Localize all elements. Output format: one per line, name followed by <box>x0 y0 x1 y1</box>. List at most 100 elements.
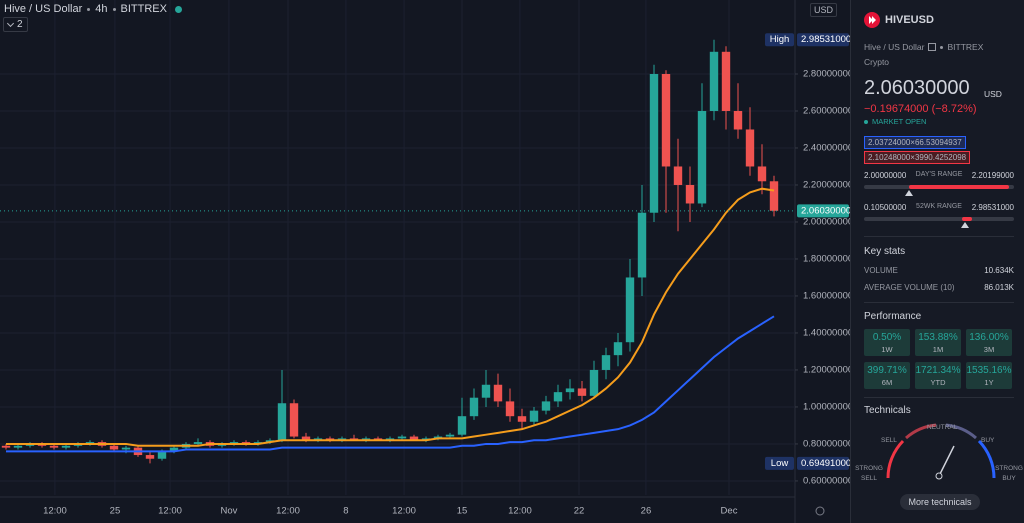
y-tick-label: 1.40000000 <box>803 327 850 338</box>
price-tags: 2.98531000 High 0.69491000 Low 2.06030000 <box>0 33 850 470</box>
price-tag-title: Low <box>771 458 789 469</box>
more-technicals-button[interactable]: More technicals <box>900 494 980 510</box>
chevron <box>6 19 15 27</box>
x-tick-label: 12:00 <box>392 506 416 517</box>
currency: USD <box>984 89 1002 99</box>
candle-body <box>613 342 623 356</box>
candle-body <box>61 445 71 448</box>
y-tick-label: 2.00000000 <box>803 216 850 227</box>
range-marker <box>905 190 913 196</box>
candle-body <box>277 403 287 441</box>
y-tick-label: 1.00000000 <box>803 401 850 412</box>
candle-body <box>517 416 527 422</box>
settings-icon[interactable] <box>815 506 825 516</box>
symbol-logo <box>864 12 880 28</box>
candle-body <box>169 447 179 452</box>
x-tick-label: Dec <box>721 506 738 517</box>
bid: 2.03724000×66.53094937 <box>864 136 966 149</box>
candle-body <box>529 410 539 422</box>
tile-period: YTD <box>930 378 946 387</box>
price-tag-label: 0.69491000 <box>801 458 850 469</box>
candle-body <box>49 445 59 448</box>
candle-body <box>397 436 407 439</box>
candle-body <box>637 212 647 278</box>
section-title: Performance <box>864 311 922 322</box>
candle-body <box>457 416 467 435</box>
section-title: Key stats <box>864 246 906 257</box>
week52-range-bar <box>864 217 1014 221</box>
tile-value: 1535.16% <box>966 365 1012 376</box>
gauge-arc <box>945 423 977 440</box>
y-tick-label: 0.80000000 <box>803 438 850 449</box>
market-status: MARKET OPEN <box>864 117 926 126</box>
axis-currency[interactable]: USD <box>810 3 838 17</box>
price-tag <box>797 33 849 47</box>
tile-value: 399.71% <box>867 365 907 376</box>
candle-body <box>109 445 119 450</box>
candle-body <box>685 184 695 204</box>
candle-body <box>145 455 155 459</box>
chart: 0.60000000 0.80000000 1.00000000 1.20000000… <box>0 0 850 523</box>
separator <box>87 7 91 11</box>
status: MARKET OPEN <box>872 117 927 126</box>
candle-body <box>733 110 743 130</box>
range-low: 0.10500000 <box>864 203 907 212</box>
candle-body <box>661 73 671 167</box>
stat-row: AVERAGE VOLUME (10) 86.013K <box>864 283 1014 292</box>
days-range-bar <box>864 185 1014 189</box>
candle-body <box>541 401 551 411</box>
gauge-arc <box>905 423 937 440</box>
x-tick-label: 15 <box>457 506 468 517</box>
candle-body <box>625 277 635 343</box>
price-tag-title-bg <box>765 33 794 47</box>
y-tick-label: 2.80000000 <box>803 69 850 80</box>
stat-value: 10.634K <box>984 266 1014 275</box>
gauge-pivot <box>935 472 943 480</box>
performance-tile: 136.00% 3M <box>966 329 1012 356</box>
price-tag-title: High <box>770 34 790 45</box>
plot <box>1 39 779 464</box>
indicator-count: 2 <box>17 19 23 30</box>
performance-tile: 153.88% 1M <box>915 329 961 356</box>
x-tick-label: Nov <box>221 506 238 517</box>
moving-average <box>6 315 775 453</box>
days-range: 2.00000000 DAY'S RANGE 2.20199000 <box>864 171 1014 180</box>
range-title: 52WK RANGE <box>916 203 962 210</box>
section-title: Technicals <box>864 405 911 416</box>
tile-period: 6M <box>881 378 893 387</box>
x-tick-label: 12:00 <box>508 506 532 517</box>
indicators-toggle[interactable]: 2 <box>3 17 28 32</box>
gauge-label: SELL <box>881 437 897 444</box>
candle-body <box>709 51 719 111</box>
exchange: BITTREX <box>947 42 984 52</box>
y-tick-label: 2.60000000 <box>803 106 850 117</box>
price-tag-title-bg <box>765 456 794 470</box>
price-tag <box>797 204 849 218</box>
change: −0.19674000 (−8.72%) <box>864 103 977 115</box>
x-tick-label: 8 <box>343 506 348 517</box>
divider <box>864 236 1014 237</box>
category: Crypto <box>864 57 890 67</box>
description: Hive / US Dollar BITTREX <box>864 42 983 52</box>
price-tag-label: 2.98531000 <box>801 34 850 45</box>
performance-tile: 0.50% 1W <box>864 329 910 356</box>
candle-body <box>553 392 563 402</box>
external-link[interactable] <box>928 43 937 51</box>
market-status-dot <box>174 5 182 13</box>
performance-tile: 399.71% 6M <box>864 362 910 389</box>
exchange: BITTREX <box>120 3 167 15</box>
candle-body <box>301 436 311 441</box>
y-tick-label: 1.60000000 <box>803 290 850 301</box>
x-tick-label: 26 <box>641 506 652 517</box>
price-tag-label: 2.06030000 <box>801 205 850 216</box>
gauge-label: BUY <box>981 437 995 444</box>
gauge-arc <box>977 439 996 479</box>
range-high: 2.98531000 <box>971 203 1014 212</box>
candle-body <box>649 73 659 213</box>
x-tick-label: 12:00 <box>43 506 67 517</box>
candle-body <box>601 355 611 370</box>
range-high: 2.20199000 <box>971 171 1014 180</box>
tile-value: 1721.34% <box>915 365 961 376</box>
interval[interactable]: 4h <box>95 3 108 15</box>
candle-body <box>505 401 515 417</box>
